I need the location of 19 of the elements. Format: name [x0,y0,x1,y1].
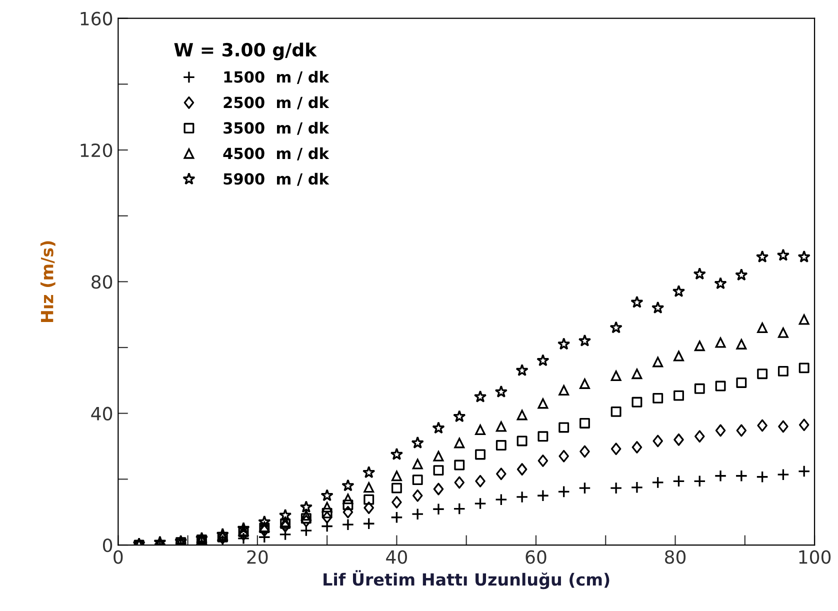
x-tick-label: 0 [114,550,123,564]
x-axis-title: Lif Üretim Hattı Uzunluğu (cm) [324,570,610,590]
y-axis-title: Hız (m/s) [40,241,56,322]
y-tick-label: 120 [80,143,112,158]
y-tick-label: 160 [80,12,112,26]
legend-label: 5900 m / dk [224,172,330,186]
legend-label: 4500 m / dk [223,147,330,160]
legend-label: 3500 m / dk [224,122,330,135]
x-tick-label: 100 [799,550,831,564]
legend-label: 2500 m / dk [224,96,330,110]
x-tick-label: 80 [664,550,686,564]
y-tick-label: 80 [92,275,112,289]
legend-title: W = 3.00 g/dk [174,42,317,60]
x-tick-label: 20 [247,550,268,564]
y-tick-label: 40 [91,406,112,420]
x-tick-label: 40 [386,550,407,564]
x-tick-label: 60 [526,550,546,564]
y-tick-label: 0 [103,538,112,552]
legend-label: 1500 m / dk [224,70,330,84]
